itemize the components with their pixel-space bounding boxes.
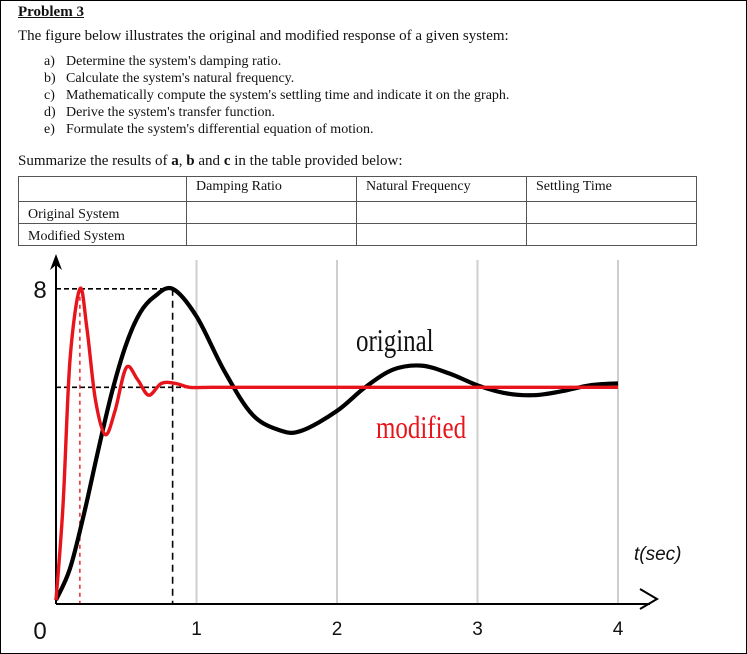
response-chart: original modified 0 1 2 3 4 8 t(sec) — [33, 254, 682, 645]
x-tick-label: 4 — [613, 619, 624, 640]
task-d: d) Derive the system's transfer function. — [44, 104, 509, 121]
answer-cell[interactable] — [526, 223, 697, 246]
label-layer: original modified 0 1 2 3 4 8 t(sec) — [33, 277, 681, 645]
x-tick-label: 2 — [332, 619, 343, 640]
answer-cell[interactable] — [526, 201, 697, 224]
y-axis-arrow-icon — [50, 254, 62, 270]
series-label-modified: modified — [376, 410, 466, 446]
x-tick-label: 1 — [191, 619, 202, 640]
problem-intro: The figure below illustrates the origina… — [18, 28, 509, 44]
x-axis-label: t(sec) — [634, 544, 682, 565]
task-text: Derive the system's transfer function. — [66, 105, 275, 120]
results-table: Damping Ratio Natural Frequency Settling… — [18, 176, 697, 246]
answer-cell[interactable] — [186, 201, 357, 224]
answer-cell[interactable] — [356, 201, 527, 224]
axis-layer — [50, 254, 659, 610]
summary-text: Summarize the results of — [18, 153, 172, 169]
summary-text: and — [194, 153, 224, 169]
task-list: a) Determine the system's damping ratio. … — [44, 53, 509, 138]
header-settling-time: Settling Time — [526, 176, 697, 202]
answer-cell[interactable] — [356, 223, 527, 246]
task-text: Determine the system's damping ratio. — [66, 54, 282, 69]
header-corner-cell — [18, 176, 187, 202]
table-row: Modified System — [18, 223, 697, 246]
task-b: b) Calculate the system's natural frequen… — [44, 70, 509, 87]
table-row: Original System — [18, 201, 697, 224]
row-label-modified: Modified System — [18, 223, 187, 246]
series-label-original: original — [356, 323, 434, 359]
task-a: a) Determine the system's damping ratio. — [44, 53, 509, 70]
summary-bold-c: c — [223, 153, 231, 169]
series-line-modified — [54, 286, 618, 601]
x-axis-arrow-icon — [639, 588, 659, 610]
summary-text: , — [178, 153, 187, 169]
task-letter: d) — [44, 105, 56, 120]
header-natural-frequency: Natural Frequency — [356, 176, 527, 202]
task-letter: e) — [44, 122, 55, 137]
task-c: c) Mathematically compute the system's se… — [44, 87, 509, 104]
header-damping-ratio: Damping Ratio — [186, 176, 357, 202]
summary-instruction: Summarize the results of a, b and c in t… — [18, 153, 403, 170]
row-label-original: Original System — [18, 201, 187, 224]
y-tick-label: 8 — [33, 277, 46, 304]
task-letter: b) — [44, 71, 56, 86]
answer-cell[interactable] — [186, 223, 357, 246]
summary-bold-a: a — [171, 153, 179, 169]
series-line-original — [54, 285, 619, 601]
summary-text: in the table provided below: — [230, 153, 403, 169]
problem-title: Problem 3 — [18, 4, 84, 20]
task-text: Mathematically compute the system's sett… — [66, 88, 510, 103]
series-layer — [54, 285, 619, 601]
task-text: Calculate the system's natural frequency… — [66, 71, 295, 86]
task-text: Formulate the system's differential equa… — [66, 122, 374, 137]
task-e: e) Formulate the system's differential eq… — [44, 121, 509, 138]
table-header-row: Damping Ratio Natural Frequency Settling… — [18, 176, 697, 202]
task-letter: a) — [44, 54, 55, 69]
task-letter: c) — [44, 88, 55, 103]
x-tick-label: 0 — [33, 618, 46, 645]
summary-bold-b: b — [186, 153, 195, 169]
x-tick-label: 3 — [472, 619, 483, 640]
